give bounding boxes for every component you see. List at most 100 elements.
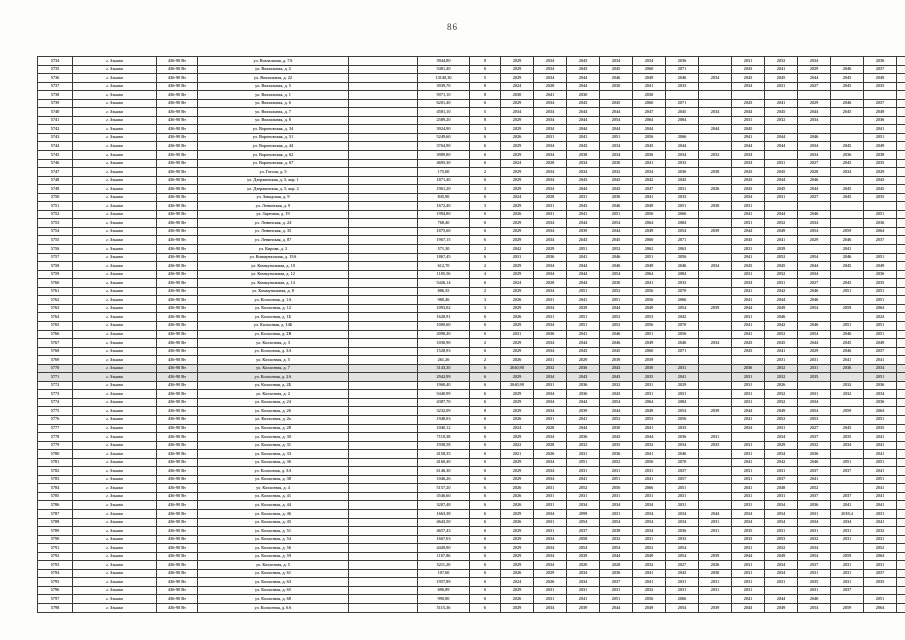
planned-year-cell: 2043 xyxy=(599,432,633,442)
planned-year-cell: 2029 xyxy=(500,269,534,280)
table-row: 5794 г. Злынка 436-90 Вт ул. Колхозная, д. … xyxy=(37,568,905,579)
planned-year-cell: 2032 xyxy=(533,363,567,374)
planned-year-cell: 2031 xyxy=(665,363,699,374)
planned-year-cell: 2034 xyxy=(533,509,567,519)
planned-year-cell: 2029 xyxy=(500,389,534,399)
town-cell: г. Злынка xyxy=(72,167,157,177)
planned-year-cell: 2031 xyxy=(731,115,765,126)
planned-year-cell: 2045 xyxy=(764,338,798,348)
code-cell: 436-90 Вт xyxy=(156,184,198,194)
code-cell: 436-90 Вт xyxy=(156,560,198,570)
planned-year-cell: 2042 xyxy=(632,175,666,186)
planned-year-cell: 2034 xyxy=(797,56,831,66)
row-number-cell: 5748 xyxy=(37,175,73,186)
row-number-cell: 5765 xyxy=(37,320,73,331)
table-row: 5742 г. Злынка 436-90 Вт ул. Вороновская, д… xyxy=(37,124,905,134)
planned-year-cell xyxy=(698,320,732,331)
floors-cell: 6 xyxy=(469,320,501,331)
row-number-cell: 5766 xyxy=(37,329,73,340)
address-cell: ул. Вороновская, д. 51 xyxy=(197,132,349,143)
area-cell: 2098,40 xyxy=(417,329,470,340)
planned-year-cell: 2041 xyxy=(896,560,905,570)
planned-year-cell: 2044 xyxy=(566,278,600,288)
planned-year-cell: 2031 xyxy=(533,517,567,528)
planned-year-cell: 2059 xyxy=(830,226,864,237)
planned-year-cell: 2034 xyxy=(764,560,798,570)
planned-year-cell: 2034 xyxy=(533,226,567,237)
table-row: 5746 г. Злынка 436-90 Вт ул. Вороновская, д… xyxy=(37,158,905,169)
blank-cell xyxy=(348,603,418,613)
planned-year-cell: 2054 xyxy=(665,226,699,237)
planned-year-cell: 2051 xyxy=(632,329,666,340)
planned-year-cell: 2053 xyxy=(632,414,666,425)
planned-year-cell: 2032 xyxy=(632,440,666,451)
planned-year-cell: 2049 xyxy=(632,261,666,271)
planned-year-cell: 2031 xyxy=(731,269,765,280)
code-cell: 436-90 Вт xyxy=(156,286,198,297)
planned-year-cell: 2041 xyxy=(896,432,905,442)
blank-cell xyxy=(348,64,418,75)
planned-year-cell: 2041 xyxy=(731,286,765,297)
planned-year-cell: 2032 xyxy=(830,389,864,399)
planned-year-cell xyxy=(896,201,905,211)
planned-year-cell: 2038 xyxy=(896,98,905,109)
planned-year-cell xyxy=(896,158,905,169)
row-number-cell: 5797 xyxy=(37,594,73,604)
planned-year-cell: 2028 xyxy=(533,278,567,288)
planned-year-cell xyxy=(896,312,905,322)
row-number-cell: 5776 xyxy=(37,414,73,425)
planned-year-cell: 2030 xyxy=(599,278,633,288)
planned-year-cell xyxy=(797,201,831,211)
planned-year-cell: 2044 xyxy=(566,218,600,228)
planned-year-cell: 2046 xyxy=(665,338,699,348)
planned-year-cell: 2041 xyxy=(566,209,600,220)
planned-year-cell: 2064 xyxy=(863,603,897,613)
town-cell: г. Злынка xyxy=(72,517,157,528)
planned-year-cell xyxy=(830,124,864,134)
planned-year-cell: 2046 xyxy=(797,320,831,331)
area-cell: 4449,90 xyxy=(417,543,470,553)
planned-year-cell: 2041 xyxy=(863,432,897,442)
planned-year-cell xyxy=(830,474,864,485)
planned-year-cell: 2034 xyxy=(533,560,567,570)
planned-year-cell: 2031 xyxy=(566,449,600,459)
code-cell: 436-90 Вт xyxy=(156,534,198,545)
planned-year-cell: 2034 xyxy=(533,466,567,476)
planned-year-cell: 2031 xyxy=(764,491,798,502)
planned-year-cell: 2044 xyxy=(599,124,633,134)
address-cell: ул. Вокзальная, д. 1 xyxy=(197,90,349,100)
planned-year-cell: 2038 xyxy=(566,150,600,160)
planned-year-cell: 2044 xyxy=(731,406,765,416)
blank-cell xyxy=(348,184,418,194)
planned-year-cell: 2034 xyxy=(797,517,831,528)
town-cell: г. Злынка xyxy=(72,141,157,151)
planned-year-cell xyxy=(698,132,732,143)
planned-year-cell: 2056 xyxy=(665,329,699,340)
planned-year-cell: 2031 xyxy=(764,355,798,365)
planned-year-cell: 2022 xyxy=(500,440,534,451)
planned-year-cell: 2036 xyxy=(533,329,567,340)
floors-cell: 6 xyxy=(469,517,501,528)
planned-year-cell: 2060 xyxy=(632,346,666,357)
planned-year-cell: 2037 xyxy=(797,432,831,442)
planned-year-cell: 2043 xyxy=(731,346,765,357)
planned-year-cell: 2031 xyxy=(764,278,798,288)
floors-cell: 6 xyxy=(469,98,501,109)
code-cell: 436-90 Вт xyxy=(156,389,198,399)
planned-year-cell: 2046 xyxy=(896,244,905,254)
blank-cell xyxy=(348,115,418,126)
planned-year-cell xyxy=(896,124,905,134)
planned-year-cell: 2056 xyxy=(632,295,666,305)
planned-year-cell: 2057 xyxy=(665,474,699,485)
planned-year-cell: 2043 xyxy=(566,201,600,211)
planned-year-cell: 2066 xyxy=(632,483,666,493)
planned-year-cell: 2036 xyxy=(863,269,897,280)
planned-year-cell: 2051 xyxy=(566,244,600,254)
address-cell: ул. Колхозная, д. 3А xyxy=(197,346,349,357)
planned-year-cell: 2032 xyxy=(764,269,798,280)
table-row: 5735 г. Злынка 436-90 Вт ул. Вокзальная, д.… xyxy=(37,64,905,75)
planned-year-cell: 2031 xyxy=(731,491,765,502)
planned-year-cell: 2039 xyxy=(566,551,600,562)
row-number-cell: 5759 xyxy=(37,269,73,280)
planned-year-cell: 2036 xyxy=(665,167,699,177)
